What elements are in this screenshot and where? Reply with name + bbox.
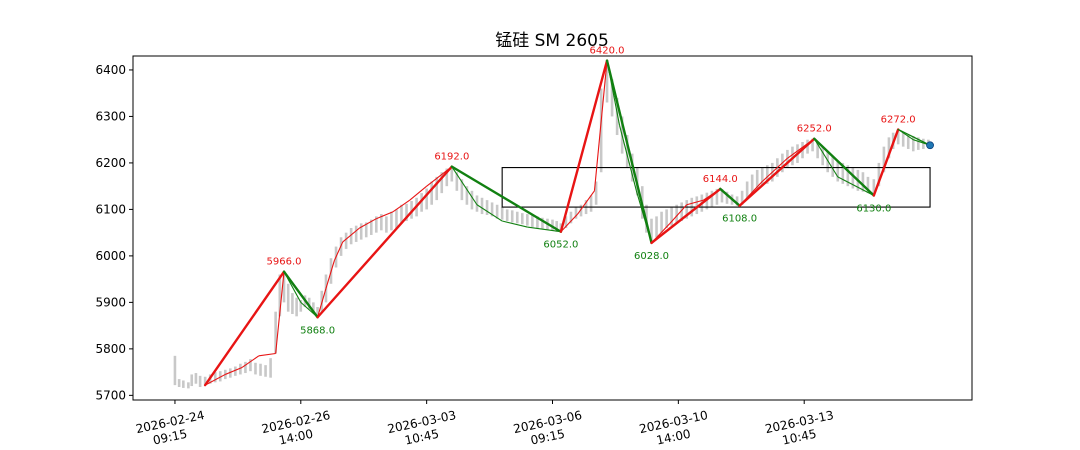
y-tick-label-6: 6300 (95, 109, 126, 123)
pivot-label-8: 6108.0 (722, 214, 757, 225)
chart-title: 锰硅 SM 2605 (495, 31, 609, 51)
thin-segment-8 (325, 260, 335, 289)
y-tick-label-1: 5800 (95, 342, 126, 356)
plot-area: 5966.0 5868.0 6192.0 6052.0 6420.0 6028.0 6144… (95, 46, 934, 448)
zigzag-segment-2 (316, 165, 454, 319)
thin-segment-4 (275, 271, 285, 354)
zigzag-segment-10 (872, 128, 900, 197)
last-price-marker (926, 141, 934, 150)
zigzag-segment-11 (897, 128, 931, 146)
zigzag-segment-5 (605, 59, 653, 245)
thin-segment-27 (669, 204, 688, 224)
pivot-label-1: 5966.0 (267, 257, 302, 268)
thin-segment-35 (837, 176, 875, 196)
pivot-label-10: 6130.0 (856, 203, 891, 214)
thin-segment-20 (560, 213, 579, 233)
thin-segment-1 (225, 366, 243, 375)
thin-segment-3 (258, 352, 276, 357)
pivot-label-3: 6192.0 (434, 152, 469, 163)
thin-segment-2 (241, 355, 260, 368)
thin-segment-19 (527, 226, 561, 233)
zigzag-segment-7 (719, 187, 741, 207)
thin-segment-16 (451, 166, 478, 206)
thin-segment-18 (502, 220, 528, 228)
zigzag-segment-3 (450, 165, 563, 233)
y-tick-label-7: 6400 (95, 63, 126, 77)
y-tick-label-5: 6200 (95, 156, 126, 170)
thin-segment-22 (593, 60, 608, 191)
zigzag-segment-1 (282, 270, 319, 319)
thin-segment-9 (333, 241, 344, 261)
thin-segment-21 (577, 190, 595, 215)
thin-segment-24 (619, 125, 637, 191)
y-tick-label-3: 6000 (95, 249, 126, 263)
zigzag-segment-6 (650, 187, 722, 245)
pivot-label-2: 5868.0 (300, 325, 335, 336)
pivot-label-9: 6252.0 (797, 124, 832, 135)
zigzag-segment-0 (203, 270, 286, 387)
zigzag-segment-9 (813, 137, 876, 197)
range-box (501, 167, 931, 208)
pivot-label-5: 6420.0 (590, 46, 625, 57)
y-tick-label-2: 5900 (95, 295, 126, 309)
thin-segment-0 (204, 373, 226, 386)
pivot-label-11: 6272.0 (881, 114, 916, 125)
y-tick-label-4: 6100 (95, 202, 126, 216)
thin-segment-28 (686, 199, 704, 206)
thin-segment-13 (392, 199, 411, 213)
zigzag-segment-4 (559, 59, 609, 233)
pivot-label-6: 6028.0 (634, 251, 669, 262)
thin-segment-34 (813, 138, 839, 178)
thin-segment-32 (761, 157, 788, 182)
thin-segment-10 (342, 227, 360, 243)
pivot-label-7: 6144.0 (703, 174, 738, 185)
thin-segment-12 (376, 211, 394, 220)
thin-segment-17 (476, 204, 503, 222)
thin-segment-7 (317, 288, 327, 318)
pivot-label-4: 6052.0 (543, 240, 578, 251)
thin-segment-11 (359, 218, 377, 229)
thin-segment-14 (409, 185, 428, 201)
axes-frame (132, 55, 973, 401)
y-tick-label-0: 5700 (95, 388, 126, 402)
zigzag-segment-8 (738, 137, 816, 207)
